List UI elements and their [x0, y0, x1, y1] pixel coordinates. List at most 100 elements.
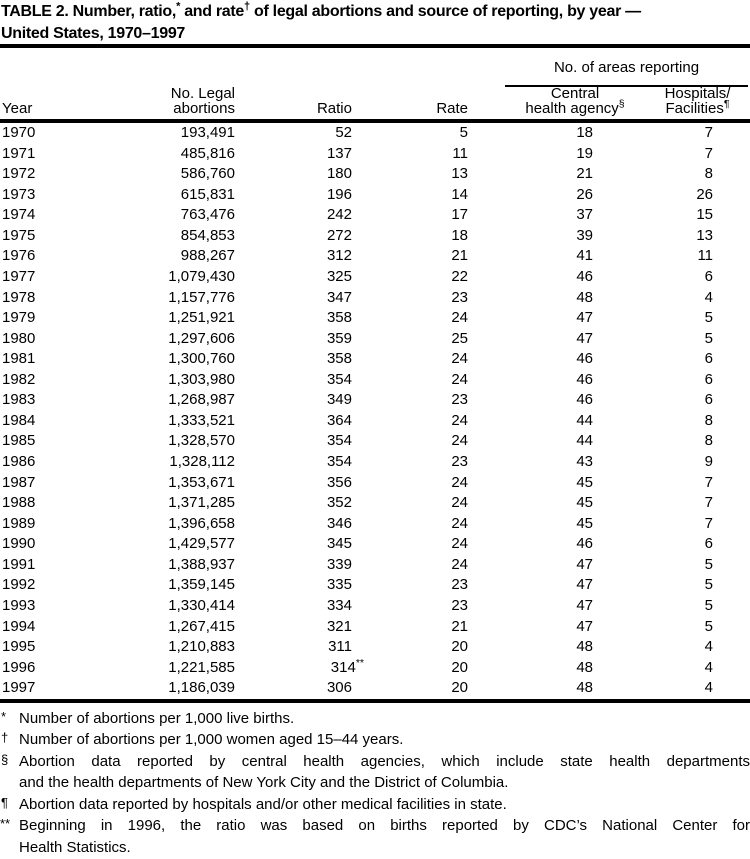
cell-hospitals: 6	[704, 535, 714, 553]
table-row: 1992 1,359,145 335 23 47 5	[0, 575, 750, 596]
cell-central: 47	[576, 596, 593, 614]
cell-hospitals: 6	[704, 370, 714, 388]
cell-central: 46	[576, 391, 593, 409]
footnote: ¶ Abortion data reported by hospitals and…	[0, 794, 750, 816]
footnotes: * Number of abortions per 1,000 live birt…	[0, 708, 750, 859]
cell-year: 1996	[2, 658, 36, 676]
cell-central: 44	[576, 432, 593, 450]
cell-ratio: 364	[326, 411, 352, 429]
cell-rate: 23	[451, 288, 468, 306]
cell-year: 1982	[2, 370, 36, 388]
col-header-central-health-agency: Central health agency§	[475, 85, 625, 123]
cell-abortions: 1,371,285	[168, 494, 235, 512]
cell-year: 1994	[2, 617, 36, 635]
column-header-row: Year No. Legal abortions Ratio Rate Cent…	[0, 85, 750, 123]
cell-year: 1997	[2, 679, 36, 697]
cell-year: 1977	[2, 267, 36, 285]
cell-year: 1970	[2, 124, 36, 141]
cell-abortions: 1,268,987	[168, 391, 235, 409]
table-row: 1972 586,760 180 13 21 8	[0, 164, 750, 185]
cell-rate: 18	[451, 226, 468, 244]
cell-ratio: 352	[326, 494, 352, 512]
footnote-marker: *	[1, 708, 7, 724]
cell-rate: 21	[451, 247, 468, 265]
cell-hospitals: 11	[697, 247, 714, 265]
cell-hospitals: 5	[704, 309, 714, 327]
col-header-rate: Rate	[360, 87, 475, 123]
footnote-marker: §	[1, 751, 9, 767]
cell-central: 46	[576, 535, 593, 553]
cell-year: 1995	[2, 638, 36, 656]
table-row: 1988 1,371,285 352 24 45 7	[0, 493, 750, 514]
cell-ratio: 311	[328, 638, 352, 656]
table-row: 1976 988,267 312 21 41 11	[0, 246, 750, 267]
cell-ratio: 339	[326, 555, 352, 573]
cell-year: 1980	[2, 329, 36, 347]
cell-abortions: 1,079,430	[168, 267, 235, 285]
cell-central: 48	[576, 658, 593, 676]
cell-central: 26	[576, 185, 593, 203]
footnote: § Abortion data reported by central healt…	[0, 751, 750, 794]
cell-year: 1976	[2, 247, 36, 265]
footnote: † Number of abortions per 1,000 women age…	[0, 729, 750, 751]
cell-abortions: 854,853	[180, 226, 235, 244]
table-row: 1997 1,186,039 306 20 48 4	[0, 678, 750, 701]
cell-ratio: 358	[326, 350, 352, 368]
table-body: 1970 193,491 52 5 18 7 1971 485,816 137 11 19 7 1972…	[0, 121, 750, 701]
spanner-row: No. of areas reporting	[0, 46, 750, 87]
table-title: TABLE 2. Number, ratio,* and rate† of le…	[1, 0, 641, 42]
table-row: 1973 615,831 196 14 26 26	[0, 185, 750, 206]
cell-central: 48	[576, 638, 593, 656]
col-header-central-line1: Central	[550, 85, 600, 102]
footnote-marker: †	[1, 730, 9, 746]
cell-rate: 11	[452, 144, 468, 162]
cell-rate: 23	[451, 391, 468, 409]
cell-ratio: 312	[326, 247, 352, 265]
cell-abortions: 1,328,112	[169, 453, 235, 470]
cell-ratio: 359	[326, 329, 352, 347]
abortions-table: No. of areas reporting Year No. Legal ab…	[0, 44, 750, 703]
table-row: 1974 763,476 242 17 37 15	[0, 205, 750, 226]
cell-hospitals: 26	[696, 185, 714, 203]
footnote-line: Number of abortions per 1,000 live birth…	[19, 709, 295, 727]
cell-year: 1973	[2, 185, 36, 203]
footnote-line: Abortion data reported by hospitals and/…	[19, 795, 507, 813]
cell-abortions: 1,221,585	[168, 658, 235, 676]
table-row: 1980 1,297,606 359 25 47 5	[0, 329, 750, 350]
cell-hospitals: 5	[704, 329, 714, 347]
table-row: 1996 1,221,585 314** 20 48 4	[0, 657, 750, 679]
cell-year: 1974	[2, 206, 36, 224]
footnote-marker: ¶	[1, 794, 8, 810]
cell-hospitals: 5	[704, 617, 714, 635]
cell-hospitals: 7	[704, 124, 714, 141]
cell-hospitals: 5	[704, 596, 714, 614]
table-row: 1985 1,328,570 354 24 44 8	[0, 431, 750, 452]
table-row: 1991 1,388,937 339 24 47 5	[0, 555, 750, 576]
table-row: 1987 1,353,671 356 24 45 7	[0, 473, 750, 494]
table-row: 1986 1,328,112 354 23 43 9	[0, 452, 750, 473]
cell-abortions: 1,303,980	[168, 370, 235, 388]
cell-abortions: 1,328,570	[168, 432, 235, 450]
cell-year: 1975	[2, 226, 36, 244]
cell-central: 39	[576, 226, 593, 244]
cell-hospitals: 5	[704, 555, 714, 573]
cell-hospitals: 6	[704, 350, 714, 368]
cell-rate: 14	[451, 185, 468, 203]
footnote: * Number of abortions per 1,000 live birt…	[0, 708, 750, 730]
col-header-hospitals-line2: Facilities	[665, 99, 724, 117]
cell-hospitals: 6	[704, 391, 714, 409]
cell-rate: 20	[451, 658, 468, 676]
cell-ratio: 52	[335, 124, 352, 141]
col-header-hospitals-facilities: Hospitals/ Facilities¶	[625, 86, 750, 123]
cell-year: 1983	[2, 391, 36, 409]
table-header: No. of areas reporting Year No. Legal ab…	[0, 46, 750, 123]
cell-abortions: 763,476	[180, 206, 235, 224]
cell-ratio: 196	[326, 185, 352, 203]
cell-year: 1985	[2, 432, 36, 450]
cell-hospitals: 7	[704, 144, 714, 162]
cell-year: 1990	[2, 535, 36, 553]
cell-central: 47	[576, 329, 593, 347]
cell-rate: 24	[451, 370, 468, 388]
cell-abortions: 1,353,671	[168, 473, 235, 491]
